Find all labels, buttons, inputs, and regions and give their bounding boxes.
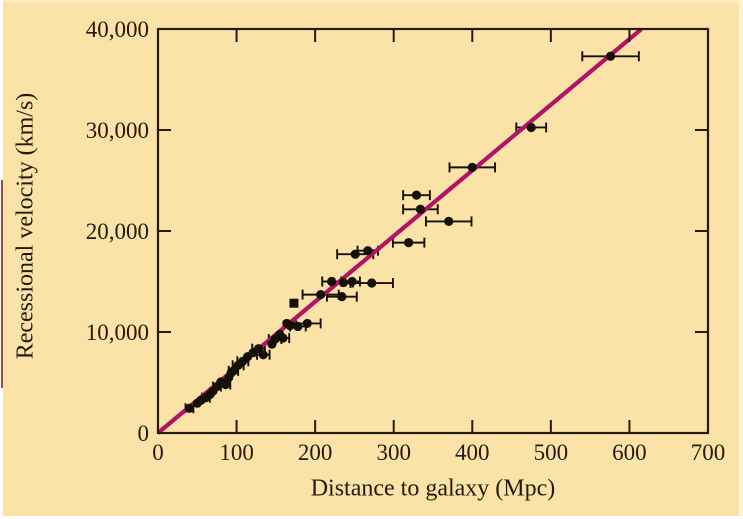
data-point — [278, 333, 288, 343]
x-tick-label: 600 — [612, 440, 647, 465]
x-tick-label: 700 — [691, 440, 726, 465]
data-point — [347, 276, 357, 287]
y-axis-title: Recessional velocity (km/s) — [12, 92, 39, 360]
data-point — [526, 122, 536, 133]
x-tick-label: 100 — [219, 440, 254, 465]
data-point-square — [289, 298, 299, 308]
y-tick-label: 20,000 — [86, 219, 149, 244]
data-point — [293, 321, 303, 332]
data-point — [220, 379, 231, 390]
scan-edge-red-sliver — [1, 180, 3, 388]
x-tick-label: 300 — [376, 440, 411, 465]
scan-edge-right — [739, 0, 743, 519]
data-point — [285, 320, 295, 331]
data-point — [316, 290, 326, 300]
y-tick-label: 10,000 — [86, 320, 149, 345]
data-point — [411, 190, 422, 200]
data-point — [605, 51, 616, 61]
y-tick-label: 40,000 — [86, 17, 149, 42]
data-point — [467, 162, 477, 172]
data-point — [337, 292, 347, 302]
data-point — [258, 350, 268, 360]
x-tick-label: 400 — [455, 440, 490, 465]
scan-edge-bottom — [0, 516, 743, 519]
x-axis-title: Distance to galaxy (Mpc) — [310, 475, 556, 502]
data-point — [302, 318, 312, 329]
data-point — [327, 276, 337, 287]
data-point — [363, 246, 373, 256]
data-point — [350, 249, 360, 259]
data-point — [338, 277, 349, 288]
y-tick-label: 0 — [138, 421, 150, 446]
data-point — [184, 403, 195, 413]
y-tick-label: 30,000 — [86, 118, 149, 143]
data-point — [415, 204, 426, 214]
x-tick-label: 200 — [298, 440, 333, 465]
scan-edge-top — [0, 0, 743, 2]
x-tick-label: 500 — [534, 440, 569, 465]
data-point — [444, 216, 454, 227]
x-tick-label: 0 — [152, 440, 164, 465]
data-point — [404, 238, 414, 248]
data-point — [367, 278, 377, 288]
